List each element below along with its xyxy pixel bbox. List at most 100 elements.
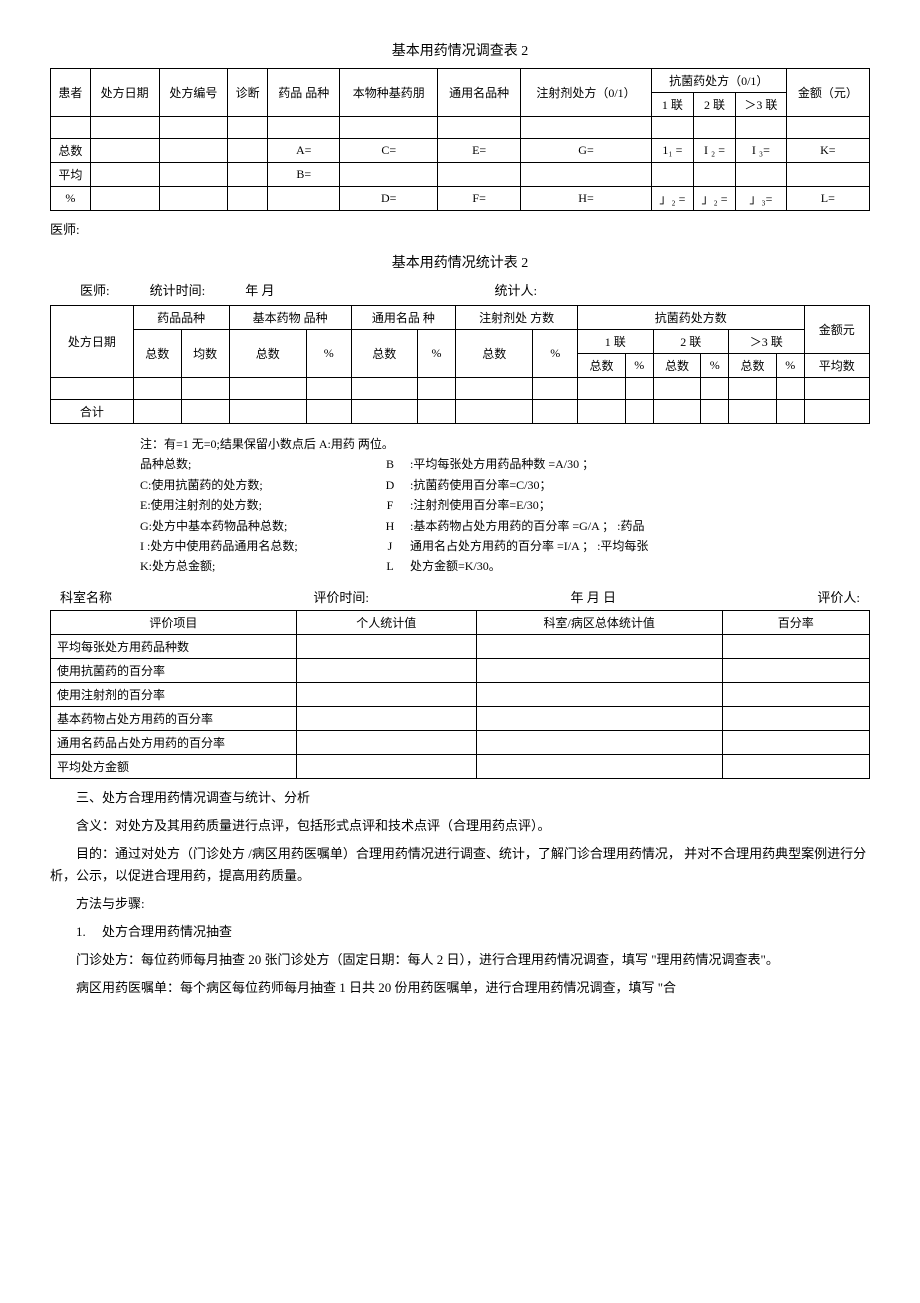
t3-r5: 通用名药品占处方用药的百分率 [51, 730, 297, 754]
t2-pct3: % [417, 330, 455, 378]
t3-h-item: 评价项目 [51, 610, 297, 634]
t2-a2-pct: % [701, 354, 729, 378]
notes-r2c: :抗菌药使用百分率=C/30； [410, 475, 870, 495]
notes-r2b: D [370, 475, 410, 495]
t2-a1-total: 总数 [578, 354, 626, 378]
t3-dept: 科室名称 [60, 587, 112, 606]
pct-row: % D= F= H= 」₂ = 」₂ = 」₃= L= [51, 187, 870, 211]
t2-rx-date: 处方日期 [51, 306, 134, 378]
cell-G: G= [521, 139, 652, 163]
t3-r3: 使用注射剂的百分率 [51, 682, 297, 706]
t2-anti2: 2 联 [653, 330, 729, 354]
notes-r3c: :注射剂使用百分率=E/30； [410, 495, 870, 515]
notes-r6c: 处方金额=K/30。 [410, 556, 870, 576]
info-stat-time: 统计时间: [150, 280, 206, 299]
notes-r3a: E:使用注射剂的处方数; [140, 495, 370, 515]
notes-r6b: L [370, 556, 410, 576]
cell-E: E= [438, 139, 521, 163]
cell-J3: 」₃= [736, 187, 787, 211]
cell-H: H= [521, 187, 652, 211]
t3-r2: 使用抗菌药的百分率 [51, 658, 297, 682]
th-diagnosis: 诊断 [228, 69, 268, 117]
t3-r6: 平均处方金额 [51, 754, 297, 778]
cell-J2b: 」₂ = [693, 187, 735, 211]
notes-intro: 注：有=1 无=0;结果保留小数点后 A:用药 两位。 [140, 434, 870, 454]
t2-empty-row [51, 378, 870, 400]
stats-table-2: 处方日期 药品品种 基本药物 品种 通用名品 种 注射剂处 方数 抗菌药处方数 … [50, 305, 870, 424]
table3-info: 科室名称 评价时间: 年 月 日 评价人: [50, 587, 870, 606]
cell-D: D= [340, 187, 438, 211]
notes-r2a: C:使用抗菌药的处方数; [140, 475, 370, 495]
table2-title: 基本用药情况统计表 2 [50, 252, 870, 272]
t3-h-dept: 科室/病区总体统计值 [476, 610, 722, 634]
empty-row [51, 117, 870, 139]
th-rx-date: 处方日期 [90, 69, 159, 117]
cell-I3: I ₃= [736, 139, 787, 163]
sec3-p4: 1. 处方合理用药情况抽查 [50, 921, 870, 943]
table1-title: 基本用药情况调查表 2 [50, 40, 870, 60]
sec3-p4-text: 处方合理用药情况抽查 [102, 924, 232, 939]
th-injection: 注射剂处方（0/1） [521, 69, 652, 117]
t2-drug-variety: 药品品种 [133, 306, 229, 330]
table2-info-row: 医师: 统计时间: 年 月 统计人: [50, 280, 870, 299]
t3-h-pct: 百分率 [722, 610, 869, 634]
total-row: 总数 A= C= E= G= 1₁ = I ₂ = I ₃= K= [51, 139, 870, 163]
th-antibiotic: 抗菌药处方（0/1） [651, 69, 786, 93]
t2-injection: 注射剂处 方数 [456, 306, 578, 330]
t3-date: 年 月 日 [570, 587, 616, 606]
row-total-label: 总数 [51, 139, 91, 163]
cell-I2: I ₂ = [693, 139, 735, 163]
t2-pct2: % [307, 330, 352, 378]
notes-block: 注：有=1 无=0;结果保留小数点后 A:用药 两位。 品种总数; B :平均每… [140, 434, 870, 577]
sec3-p1: 含义：对处方及其用药质量进行点评，包括形式点评和技术点评（合理用药点评）。 [50, 815, 870, 837]
t2-a1-pct: % [625, 354, 653, 378]
t3-eval-time: 评价时间: [313, 587, 369, 606]
t3-evaluator: 评价人: [817, 587, 860, 606]
cell-J2: 」₂ = [651, 187, 693, 211]
notes-r4a: G:处方中基本药物品种总数; [140, 516, 370, 536]
cell-I1: 1₁ = [651, 139, 693, 163]
cell-A: A= [268, 139, 340, 163]
row-pct-label: % [51, 187, 91, 211]
t2-anti3: ＞3 联 [729, 330, 805, 354]
t2-avg1: 均数 [181, 330, 229, 378]
t2-a3-total: 总数 [729, 354, 777, 378]
eval-table-3: 评价项目 个人统计值 科室/病区总体统计值 百分率 平均每张处方用药品种数 使用… [50, 610, 870, 779]
t3-h-personal: 个人统计值 [296, 610, 476, 634]
notes-r5b: J [370, 536, 410, 556]
row-avg-label: 平均 [51, 163, 91, 187]
info-year-month: 年 月 [245, 280, 274, 299]
t2-total-row: 合计 [51, 400, 870, 424]
t2-amount: 金额元 [804, 306, 869, 354]
t2-row-total: 合计 [51, 400, 134, 424]
info-stat-person: 统计人: [495, 280, 538, 299]
th-anti1: 1 联 [651, 93, 693, 117]
doctor-label-1: 医师: [50, 219, 870, 238]
th-anti3: ＞3 联 [736, 93, 787, 117]
th-anti2: 2 联 [693, 93, 735, 117]
notes-r1a: 品种总数; [140, 454, 370, 474]
notes-r3b: F [370, 495, 410, 515]
t2-pct4: % [533, 330, 578, 378]
t3-r1: 平均每张处方用药品种数 [51, 634, 297, 658]
cell-F: F= [438, 187, 521, 211]
sec3-title: 三、处方合理用药情况调查与统计、分析 [50, 787, 870, 809]
cell-B: B= [268, 163, 340, 187]
th-rx-no: 处方编号 [159, 69, 228, 117]
t2-total1: 总数 [133, 330, 181, 378]
sec3-p6: 病区用药医嘱单：每个病区每位药师每月抽查 1 日共 20 份用药医嘱单，进行合理… [50, 977, 870, 999]
sec3-p2: 目的：通过对处方（门诊处方 /病区用药医嘱单）合理用药情况进行调查、统计，了解门… [50, 843, 870, 887]
t2-total3: 总数 [351, 330, 417, 378]
notes-r4c: :基本药物占处方用药的百分率 =G/A ； :药品 [410, 516, 870, 536]
cell-K: K= [786, 139, 869, 163]
notes-r5c: 通用名占处方用药的百分率 =I/A ； :平均每张 [410, 536, 870, 556]
th-amount: 金额（元） [786, 69, 869, 117]
notes-r6a: K:处方总金额; [140, 556, 370, 576]
t2-avgnum: 平均数 [804, 354, 869, 378]
t2-a3-pct: % [776, 354, 804, 378]
t2-basic-drug: 基本药物 品种 [229, 306, 351, 330]
notes-r4b: H [370, 516, 410, 536]
t2-total2: 总数 [229, 330, 306, 378]
th-basic-drug: 本物种基药朋 [340, 69, 438, 117]
t2-antibiotic: 抗菌药处方数 [578, 306, 805, 330]
